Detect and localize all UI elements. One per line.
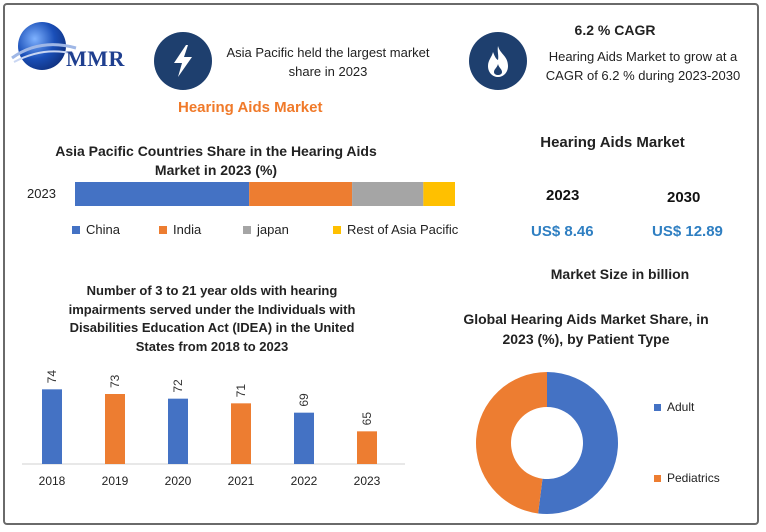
bar-value-label: 69 <box>297 393 311 407</box>
stacked-segment-rest-of-asia-pacific <box>423 182 455 206</box>
value-2030: US$ 12.89 <box>652 223 723 240</box>
bar-value-label: 71 <box>234 384 248 398</box>
stacked-segment-japan <box>352 182 424 206</box>
donut-chart <box>476 372 619 514</box>
logo-text: MMR <box>66 46 125 71</box>
legend-rest-label: Rest of Asia Pacific <box>347 222 459 237</box>
legend-adult-swatch <box>654 403 661 411</box>
x-tick-label: 2022 <box>291 474 318 488</box>
cagr-title: 6.2 % CAGR <box>574 22 656 38</box>
bar-value-label: 65 <box>360 412 374 426</box>
legend-japan-swatch <box>243 225 251 234</box>
market-size-title: Hearing Aids Market <box>540 134 685 151</box>
legend-india-label: India <box>173 222 202 237</box>
legend-rest-swatch <box>333 225 341 234</box>
bar-value-label: 74 <box>45 370 59 384</box>
main-title: Hearing Aids Market <box>178 99 323 116</box>
donut-slice-adult <box>538 372 619 514</box>
legend-pediatrics: Pediatrics <box>654 471 720 485</box>
x-tick-label: 2021 <box>228 474 255 488</box>
x-tick-label: 2020 <box>165 474 192 488</box>
flame-icon <box>488 46 508 77</box>
bar-2023 <box>357 431 377 464</box>
legend-china-label: China <box>86 222 120 237</box>
stacked-y-label: 2023 <box>27 186 56 201</box>
bar-2021 <box>231 403 251 464</box>
x-tick-label: 2019 <box>102 474 129 488</box>
cagr-text: Hearing Aids Market to grow at a CAGR of… <box>545 49 741 83</box>
idea-chart-title: Number of 3 to 21 year olds with hearing… <box>68 283 356 354</box>
legend-japan: japan <box>243 222 289 237</box>
legend-china: China <box>72 222 120 237</box>
stacked-bar-chart <box>75 182 455 206</box>
stacked-segment-india <box>249 182 353 206</box>
value-2023: US$ 8.46 <box>531 223 594 240</box>
flame-badge <box>469 32 527 90</box>
idea-bar-chart: 74 2018 73 2019 72 2020 71 2021 69 2022 65 2023 <box>22 370 405 488</box>
info-left-text: Asia Pacific held the largest market sha… <box>226 45 430 79</box>
legend-adult: Adult <box>654 400 694 414</box>
year-2023-label: 2023 <box>546 187 580 204</box>
bar-value-label: 72 <box>171 379 185 393</box>
lightning-icon <box>174 45 192 77</box>
legend-japan-label: japan <box>257 222 289 237</box>
bar-2019 <box>105 394 125 464</box>
legend-rest: Rest of Asia Pacific <box>333 222 458 237</box>
x-tick-label: 2018 <box>39 474 66 488</box>
stacked-segment-china <box>75 182 250 206</box>
legend-india-swatch <box>159 225 167 234</box>
stacked-chart-title: Asia Pacific Countries Share in the Hear… <box>55 143 377 178</box>
bar-value-label: 73 <box>108 374 122 388</box>
year-2030-label: 2030 <box>667 189 701 206</box>
bar-2018 <box>42 389 62 464</box>
lightning-badge <box>154 32 212 90</box>
legend-india: India <box>159 222 201 237</box>
bar-2020 <box>168 398 188 464</box>
donut-slice-pediatrics <box>476 372 547 514</box>
legend-pediatrics-label: Pediatrics <box>667 471 720 485</box>
donut-chart-title: Global Hearing Aids Market Share, in 202… <box>463 311 709 347</box>
infographic-frame <box>3 3 759 525</box>
swoosh-icon <box>11 43 77 63</box>
legend-china-swatch <box>72 225 80 234</box>
legend-adult-label: Adult <box>667 400 695 414</box>
bar-2022 <box>294 412 314 464</box>
legend-pediatrics-swatch <box>654 474 661 482</box>
x-tick-label: 2023 <box>354 474 381 488</box>
market-size-caption: Market Size in billion <box>550 266 690 282</box>
